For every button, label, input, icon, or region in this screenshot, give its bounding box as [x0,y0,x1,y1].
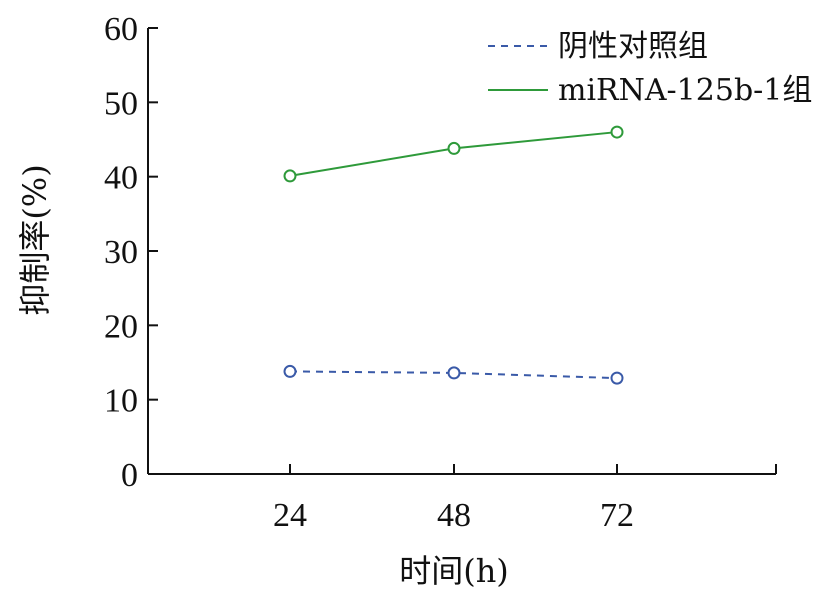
series-layer [283,125,624,385]
y-tick-label: 30 [104,234,138,271]
y-tick-label: 20 [104,308,138,345]
data-point-mirna-125b-1 [610,125,624,139]
y-axis-label: 抑制率(%) [16,164,54,315]
y-tick-label: 60 [104,11,138,48]
legend-label-mirna: miRNA-125b-1组 [558,73,812,108]
x-tick-label: 24 [273,497,307,534]
x-tick-label: 48 [437,497,471,534]
data-point-negative-control [610,371,624,385]
y-tick-label: 10 [104,383,138,420]
x-ticks: 24 48 72 [273,464,777,534]
y-ticks: 0 10 20 30 40 50 60 [104,11,158,494]
y-tick-label: 50 [104,85,138,122]
y-tick-label: 0 [121,457,138,494]
x-tick-label: 72 [600,497,634,534]
y-tick-label: 40 [104,160,138,197]
data-point-negative-control [283,364,297,378]
legend: 阴性对照组 miRNA-125b-1组 [488,29,812,108]
data-point-negative-control [447,366,461,380]
series-line-negative-control [289,370,618,380]
data-point-mirna-125b-1 [283,169,297,183]
x-axis-label: 时间(h) [399,552,509,590]
legend-label-negative-control: 阴性对照组 [558,29,708,64]
data-point-mirna-125b-1 [447,141,461,155]
